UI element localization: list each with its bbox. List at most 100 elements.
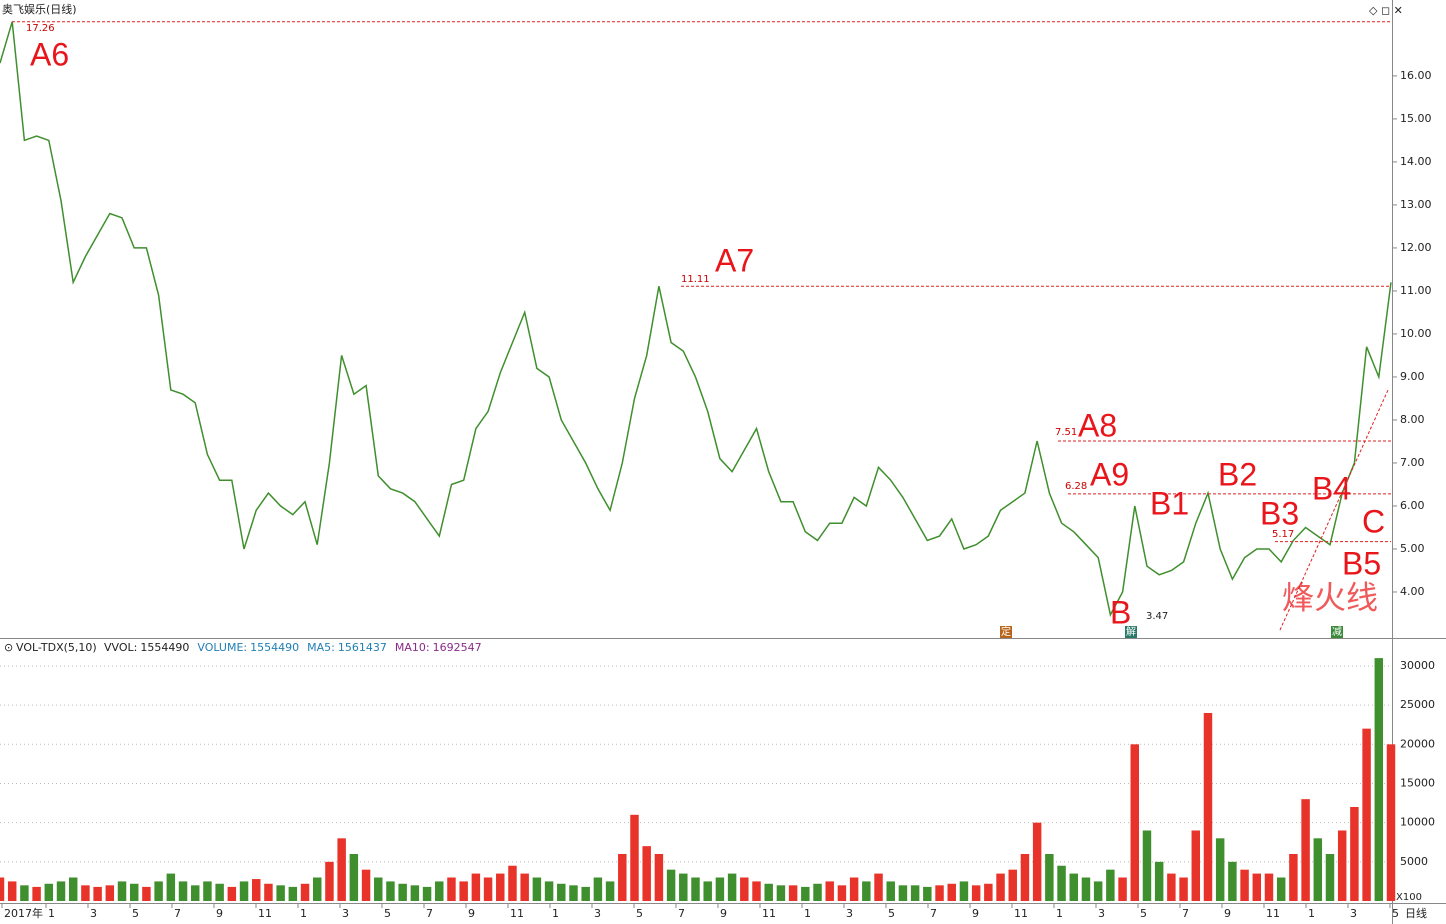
volume-bar	[544, 881, 554, 901]
volume-bar	[532, 877, 542, 901]
volume-bar	[105, 885, 115, 901]
volume-bar	[496, 873, 505, 901]
volume-bar	[1191, 830, 1201, 901]
y-tick-label: 8.00	[1400, 413, 1425, 426]
volume-bar	[849, 877, 859, 901]
collapse-icon[interactable]: ⊙	[4, 641, 13, 654]
volume-bar	[142, 886, 151, 901]
y-tick-label: 20000	[1400, 737, 1435, 750]
volume-bar	[691, 877, 700, 901]
volume-bar	[32, 886, 41, 901]
volume-bar	[740, 877, 749, 901]
indicator-value: 1692547	[433, 641, 482, 654]
indicator-label: MA10:	[395, 641, 430, 654]
volume-bar	[117, 881, 127, 901]
icon[interactable]: ◇ ◻ ✕	[1369, 4, 1403, 17]
volume-bar	[1374, 658, 1384, 901]
volume-bar	[1203, 712, 1213, 901]
volume-bar	[959, 881, 969, 901]
volume-bar	[1386, 744, 1396, 901]
level-label: 6.28	[1065, 481, 1087, 492]
x-tick-label: 1	[804, 907, 811, 920]
volume-bar	[1057, 865, 1066, 901]
annotation: B2	[1218, 456, 1257, 492]
x-tick-label: 9	[468, 907, 475, 920]
annotation: B1	[1150, 485, 1189, 521]
y-tick-label: 12.00	[1400, 241, 1432, 254]
volume-bar	[996, 873, 1005, 901]
annotation: A9	[1090, 456, 1129, 492]
marker-box	[1125, 626, 1137, 638]
x-tick-label: 9	[972, 907, 979, 920]
volume-bar	[984, 883, 993, 901]
x-tick-label: 3	[1098, 907, 1105, 920]
volume-bar	[264, 883, 273, 901]
volume-bar	[715, 877, 725, 901]
volume-bar	[56, 881, 66, 901]
volume-bar	[508, 865, 517, 901]
volume-bar	[471, 873, 481, 901]
volume-bar	[776, 885, 786, 901]
volume-bar	[203, 881, 212, 901]
volume-bar	[1020, 853, 1030, 901]
volume-bar	[459, 881, 468, 901]
x-tick-label: 1	[48, 907, 55, 920]
volume-bar	[68, 877, 78, 901]
low-label: 3.47	[1146, 611, 1168, 622]
volume-bar	[483, 877, 493, 901]
y-tick-label: 10.00	[1400, 327, 1432, 340]
marker-box	[1331, 626, 1343, 638]
y-tick-label: 5000	[1400, 855, 1428, 868]
volume-bar	[1154, 861, 1164, 901]
volume-bar	[874, 873, 883, 901]
indicator-value: 1561437	[338, 641, 387, 654]
y-tick-label: 6.00	[1400, 499, 1425, 512]
x-tick-label: 9	[216, 907, 223, 920]
indicator-label: VOLUME:	[197, 641, 247, 654]
x-tick-label: 1	[552, 907, 559, 920]
volume-bar	[386, 881, 395, 901]
volume-bar	[1350, 806, 1359, 901]
volume-bar	[1264, 873, 1274, 901]
x-tick-label: 5	[888, 907, 895, 920]
annotation: 烽火线	[1282, 579, 1378, 615]
volume-bar	[764, 883, 773, 901]
volume-bar	[923, 886, 932, 901]
volume-bar	[325, 861, 334, 901]
volume-bar	[1337, 830, 1347, 901]
trend-line	[1279, 389, 1389, 631]
volume-bar	[1093, 881, 1103, 901]
volume-bar	[374, 877, 383, 901]
volume-bar	[276, 885, 285, 901]
volume-bar	[593, 877, 603, 901]
volume-bar	[910, 885, 920, 901]
volume-bar	[703, 881, 712, 901]
volume-bar	[1301, 799, 1310, 901]
volume-bar	[422, 886, 432, 901]
marker: 定	[1001, 625, 1011, 638]
marker: 解	[1126, 625, 1136, 638]
x-tick-label: 3	[1350, 907, 1357, 920]
level-label: 7.51	[1055, 427, 1077, 438]
y-tick-label: 4.00	[1400, 585, 1425, 598]
volume-bar	[520, 873, 529, 901]
x-tick-label: 7	[174, 907, 181, 920]
volume-bar	[215, 883, 224, 901]
volume-bar	[1289, 853, 1298, 901]
x-tick-label: 3	[594, 907, 601, 920]
volume-bar	[1118, 877, 1127, 901]
volume-bar	[300, 883, 310, 901]
volume-bar	[727, 873, 737, 901]
volume-bar	[1167, 873, 1176, 901]
volume-bar	[166, 873, 176, 901]
volume-bar	[1069, 873, 1078, 901]
annotation: B5	[1342, 545, 1381, 581]
x-tick-label: 7	[1182, 907, 1189, 920]
annotation: A7	[715, 242, 754, 278]
volume-bar	[642, 846, 651, 901]
volume-bar	[666, 869, 676, 901]
volume-bar	[654, 853, 664, 901]
y-tick-label: 14.00	[1400, 155, 1432, 168]
volume-bar	[1215, 838, 1225, 901]
